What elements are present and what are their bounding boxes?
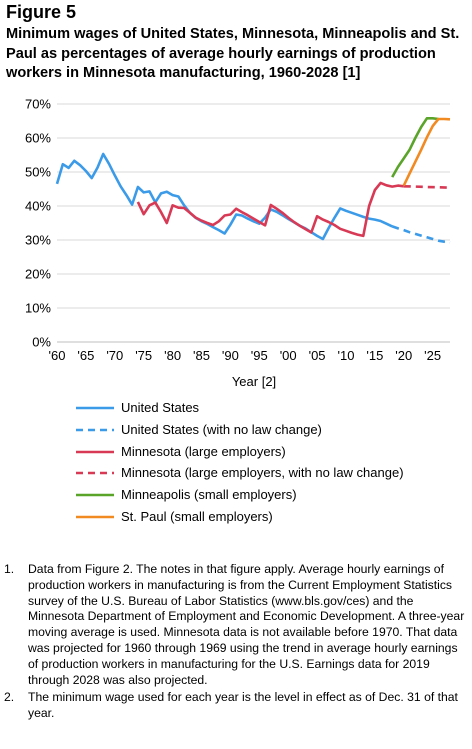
x-tick-label: '10 [337,348,354,363]
chart-series [55,117,451,244]
y-tick-label: 0% [32,335,51,350]
x-tick-label: '95 [251,348,268,363]
legend-item: Minneapolis (small employers) [76,485,466,507]
footnote-text: The minimum wage used for each year is t… [28,690,458,721]
series-line-5 [402,117,451,187]
footnotes: 1. Data from Figure 2. The notes in that … [4,562,466,724]
x-tick-label: '85 [193,348,210,363]
legend-swatch [76,428,114,432]
footnote-number: 1. [4,562,15,576]
series-line-1 [391,225,451,244]
y-tick-label: 70% [25,97,51,112]
footnote: 2. The minimum wage used for each year is… [4,690,466,722]
legend-item: St. Paul (small employers) [76,507,466,529]
y-tick-label: 60% [25,131,51,146]
line-chart: 0% 10% 20% 30% 40% 50% 60% 70% '60 '65 '70 '75 '80 '8… [25,97,451,389]
y-tick-label: 30% [25,233,51,248]
figure-label: Figure 5 [6,2,77,22]
legend-swatch [76,472,114,475]
series-line-0 [55,152,393,241]
x-tick-label: '90 [222,348,239,363]
legend-item: Minnesota (large employers, with no law … [76,463,466,485]
legend-item: United States (with no law change) [76,420,466,442]
legend-swatch [76,450,114,453]
x-tick-label: '15 [366,348,383,363]
x-tick-label: '65 [77,348,94,363]
y-tick-label: 10% [25,301,51,316]
y-tick-label: 40% [25,199,51,214]
x-tick-label: '70 [106,348,123,363]
footnote-text: Data from Figure 2. The notes in that fi… [28,562,465,687]
y-tick-label: 20% [25,267,51,282]
chart-tick-labels: 0% 10% 20% 30% 40% 50% 60% 70% '60 '65 '70 '75 '80 '8… [25,97,441,364]
legend-label: United States [121,400,200,415]
legend-swatch [76,493,114,497]
legend-item: United States [76,398,466,420]
series-line-4 [391,117,439,178]
x-tick-label: '75 [135,348,152,363]
legend-swatch [76,515,114,519]
legend-label: United States (with no law change) [121,421,322,437]
chart-grid [57,103,450,309]
x-tick-label: '05 [309,348,326,363]
legend-swatch [76,406,114,410]
legend-label: Minnesota (large employers) [121,443,286,459]
series-line-3 [403,185,451,189]
chart-legend: United States United States (with no law … [76,398,466,529]
x-axis-label: Year [2] [232,374,276,389]
legend-label: St. Paul (small employers) [121,508,273,524]
footnote: 1. Data from Figure 2. The notes in that … [4,562,466,688]
x-tick-label: '00 [280,348,297,363]
series-line-2 [136,181,404,238]
x-tick-label: '60 [49,348,66,363]
x-tick-label: '80 [164,348,181,363]
y-tick-label: 50% [25,165,51,180]
footnote-number: 2. [4,690,15,705]
legend-label: Minnesota (large employers, with no law … [121,465,404,481]
x-tick-label: '20 [395,348,412,363]
x-tick-label: '25 [424,348,441,363]
chart-title: Minimum wages of United States, Minnesot… [6,26,460,81]
legend-item: Minnesota (large employers) [76,442,466,464]
legend-label: Minneapolis (small employers) [121,487,297,503]
